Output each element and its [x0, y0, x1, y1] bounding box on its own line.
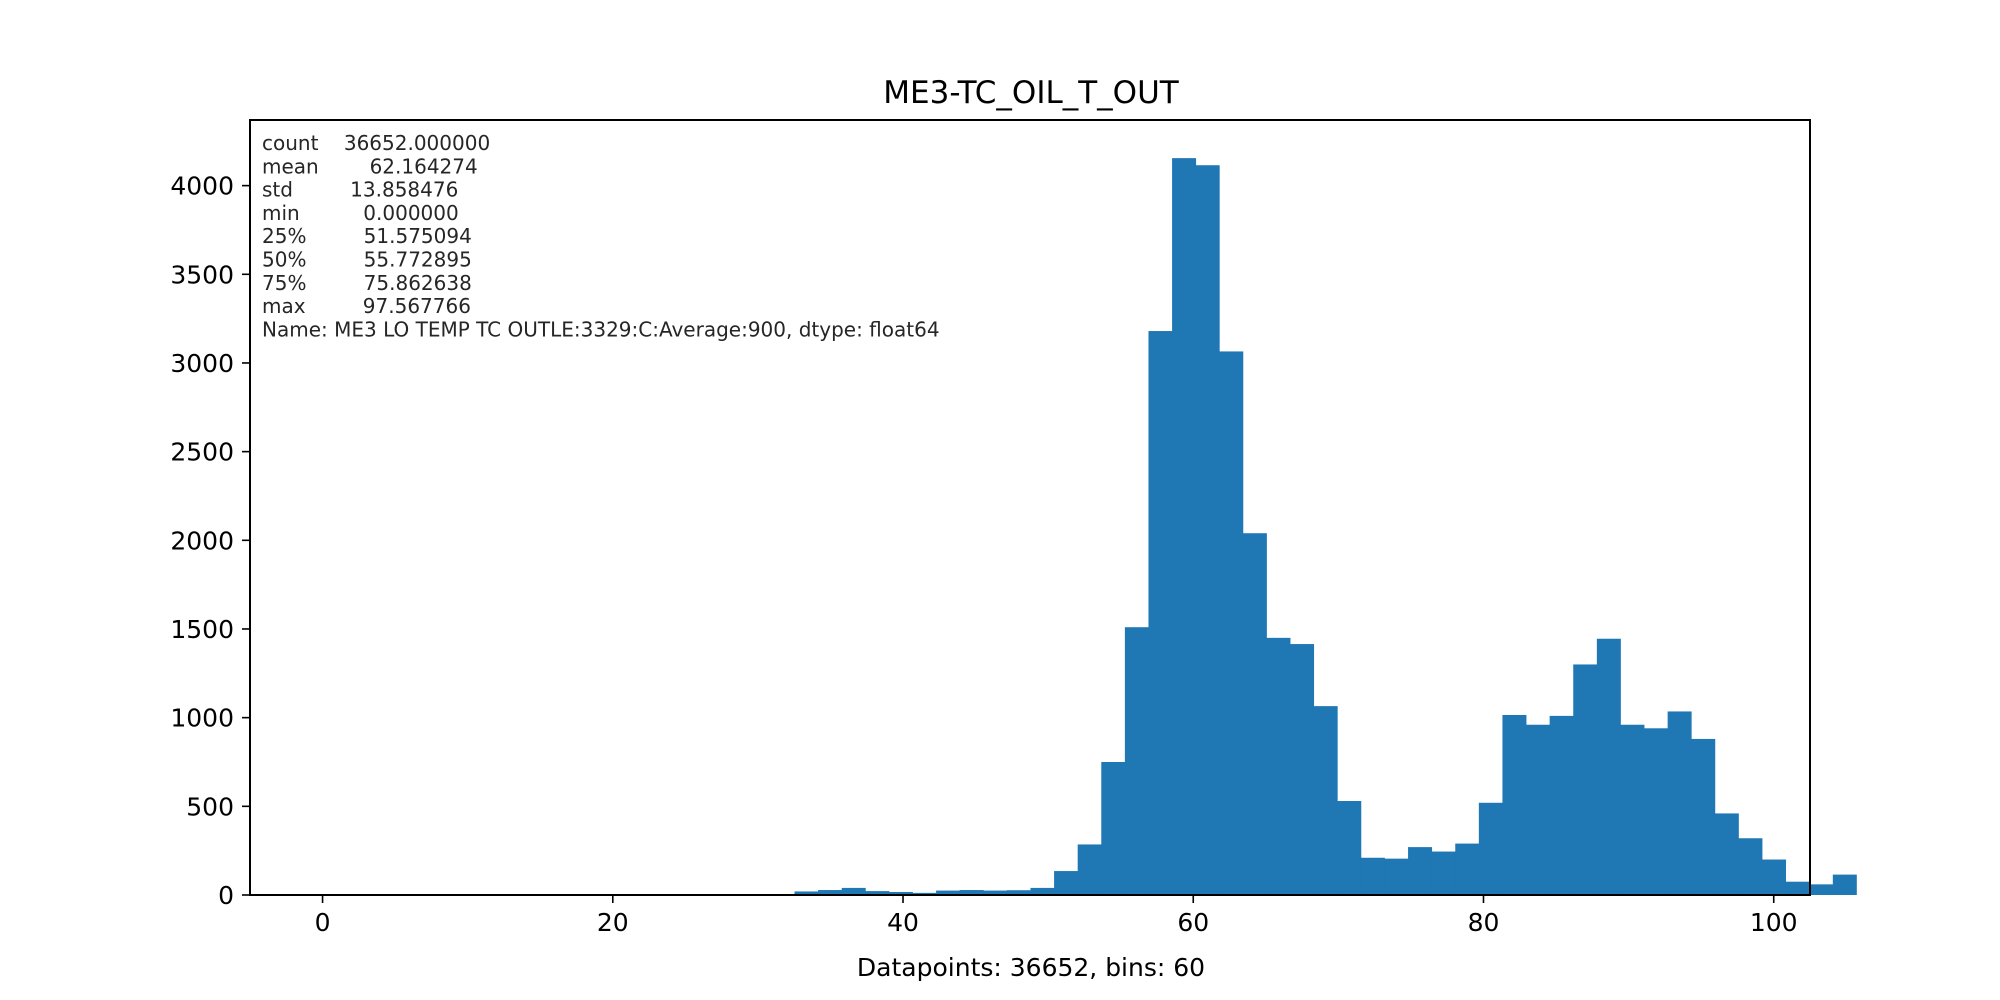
histogram-bar: [1242, 533, 1267, 895]
x-tick-label: 100: [1750, 908, 1798, 937]
histogram-bar: [1006, 890, 1031, 895]
histogram-bar: [983, 890, 1008, 895]
chart-title: ME3-TC_OIL_T_OUT: [883, 75, 1180, 111]
histogram-bar: [1195, 165, 1220, 895]
histogram-bar: [1502, 714, 1527, 895]
histogram-bar: [1691, 738, 1716, 895]
stats-line: 50% 55.772895: [262, 248, 472, 272]
histogram-bar: [1054, 871, 1079, 895]
histogram-bar: [1337, 801, 1362, 895]
y-tick-label: 3000: [170, 349, 234, 378]
histogram-bar: [1313, 706, 1338, 895]
histogram-bar: [1172, 158, 1197, 896]
histogram-bar: [1596, 638, 1621, 895]
y-tick-label: 2000: [170, 526, 234, 555]
stats-line: 75% 75.862638: [262, 271, 472, 295]
plot-frame: [249, 119, 1811, 896]
x-tick-label: 60: [1177, 908, 1209, 937]
histogram-bar: [1644, 728, 1669, 895]
y-tick-label: 1500: [170, 615, 234, 644]
stats-line: std 13.858476: [262, 178, 458, 202]
histogram-bar: [959, 890, 984, 895]
x-tick-label: 80: [1468, 908, 1500, 937]
stats-line: mean 62.164274: [262, 154, 478, 178]
x-tick-label: 40: [887, 908, 919, 937]
x-axis-label: Datapoints: 36652, bins: 60: [857, 953, 1205, 982]
histogram-bar: [794, 891, 819, 895]
histogram-bar: [1030, 887, 1055, 895]
histogram-bar: [1077, 844, 1102, 895]
histogram-bar: [818, 890, 843, 895]
histogram-bar: [1832, 874, 1857, 895]
stats-line: 25% 51.575094: [262, 224, 472, 248]
histogram-bar: [1266, 637, 1291, 895]
histogram-bar: [1431, 851, 1456, 895]
histogram-bar: [1408, 847, 1433, 895]
histogram-bar: [1290, 644, 1315, 895]
histogram-bar: [1714, 813, 1739, 895]
histogram-bar: [1219, 351, 1244, 895]
histogram-bar: [1573, 664, 1598, 895]
histogram-bar: [841, 887, 866, 895]
histogram-bar: [1667, 711, 1692, 895]
stats-line: Name: ME3 LO TEMP TC OUTLE:3329:C:Averag…: [262, 317, 940, 341]
histogram-bar: [888, 891, 913, 895]
histogram-bar: [1384, 858, 1409, 895]
y-tick-label: 500: [186, 792, 234, 821]
histogram-bar: [1738, 838, 1763, 895]
histogram-bar: [1809, 884, 1834, 895]
histogram-bar: [936, 890, 961, 895]
histogram-bar: [1455, 843, 1480, 895]
stats-line: min 0.000000: [262, 201, 459, 225]
histogram-bar: [1762, 859, 1787, 895]
y-tick-label: 2500: [170, 438, 234, 467]
histogram-bar: [1785, 881, 1810, 895]
y-tick-label: 0: [218, 881, 234, 910]
histogram-bar: [1526, 724, 1551, 895]
y-axis-ticks: 0 500 1000 1500 2000 2500 3000 3500 4000: [170, 172, 250, 910]
histogram-bar: [1620, 724, 1645, 895]
y-tick-label: 4000: [170, 172, 234, 201]
histogram-bar: [1549, 715, 1574, 895]
histogram-bar: [865, 891, 890, 895]
x-axis-ticks: 0 20 40 60 80 100: [315, 895, 1798, 937]
x-tick-label: 20: [597, 908, 629, 937]
histogram-bar: [1360, 857, 1385, 895]
histogram-bars: [794, 158, 1857, 896]
histogram-bar: [1101, 761, 1126, 895]
stats-line: count 36652.000000: [262, 131, 490, 155]
histogram-bar: [1148, 331, 1173, 895]
histogram-bar: [1478, 802, 1503, 895]
x-tick-label: 0: [315, 908, 331, 937]
y-tick-label: 1000: [170, 704, 234, 733]
y-tick-label: 3500: [170, 260, 234, 289]
stats-line: max 97.567766: [262, 294, 471, 318]
histogram-bar: [912, 892, 937, 895]
histogram-bar: [1124, 627, 1149, 895]
